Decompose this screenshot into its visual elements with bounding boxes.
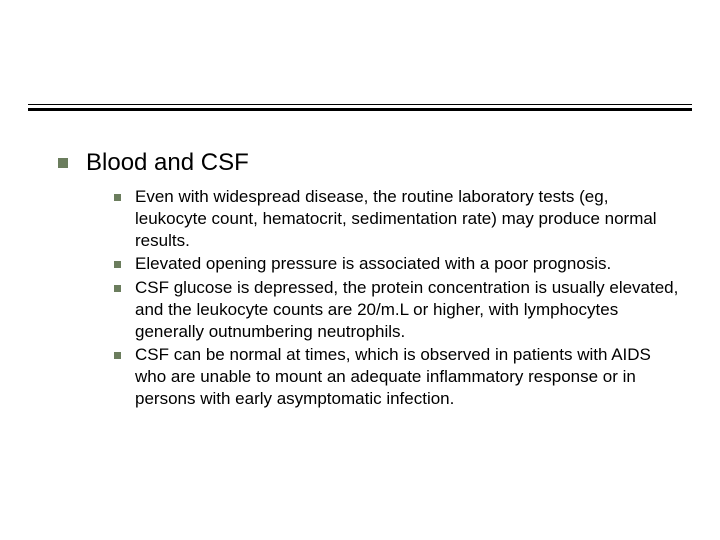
heading-text: Blood and CSF bbox=[86, 148, 249, 178]
list-item-text: Elevated opening pressure is associated … bbox=[135, 253, 611, 275]
list-item-text: Even with widespread disease, the routin… bbox=[135, 186, 680, 251]
content-area: Blood and CSF Even with widespread disea… bbox=[58, 148, 680, 412]
slide-container: Blood and CSF Even with widespread disea… bbox=[0, 0, 720, 540]
list-item-text: CSF glucose is depressed, the protein co… bbox=[135, 277, 680, 342]
list-item: CSF can be normal at times, which is obs… bbox=[114, 344, 680, 409]
sub-list: Even with widespread disease, the routin… bbox=[114, 186, 680, 410]
list-item: Elevated opening pressure is associated … bbox=[114, 253, 680, 275]
square-bullet-icon bbox=[114, 261, 121, 268]
divider-thin bbox=[28, 104, 692, 105]
divider-thick bbox=[28, 108, 692, 111]
square-bullet-icon bbox=[114, 352, 121, 359]
square-bullet-icon bbox=[114, 285, 121, 292]
list-item: CSF glucose is depressed, the protein co… bbox=[114, 277, 680, 342]
list-item: Even with widespread disease, the routin… bbox=[114, 186, 680, 251]
list-item-text: CSF can be normal at times, which is obs… bbox=[135, 344, 680, 409]
square-bullet-icon bbox=[114, 194, 121, 201]
list-item-heading: Blood and CSF bbox=[58, 148, 680, 178]
header-divider bbox=[28, 104, 692, 111]
square-bullet-icon bbox=[58, 158, 68, 168]
